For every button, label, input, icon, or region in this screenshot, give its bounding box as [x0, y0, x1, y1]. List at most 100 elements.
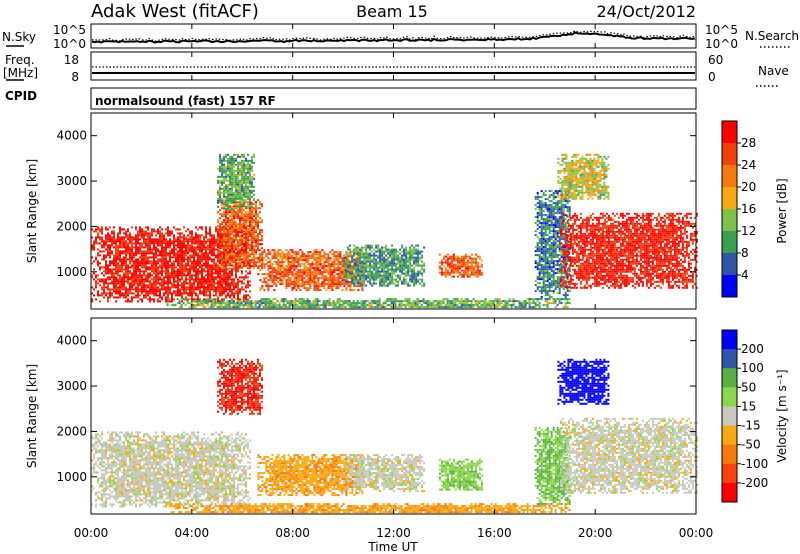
colorbar-swatch [722, 121, 737, 144]
colorbar-swatch [722, 444, 737, 465]
freq-tick-bottom: 8 [71, 70, 79, 84]
date-title: 24/Oct/2012 [596, 2, 696, 21]
colorbar-swatch [722, 143, 737, 166]
y-tick-label: 3000 [56, 174, 87, 188]
scatter-region [343, 454, 426, 493]
colorbar-swatch [722, 463, 737, 484]
power-y-ticks: 1000 2000 3000 4000 [56, 129, 696, 279]
y-tick-label: 1000 [56, 470, 87, 484]
freq-tick-top: 18 [64, 53, 79, 67]
nsearch-label: N.Search [745, 29, 799, 43]
colorbar-tick-label: -200 [741, 476, 768, 490]
colorbar-tick-label: 4 [741, 268, 749, 282]
scatter-region [217, 358, 263, 415]
y-tick-label: 4000 [56, 129, 87, 143]
x-tick-label: 16:00 [477, 526, 512, 540]
colorbar-swatch [722, 425, 737, 446]
colorbar-swatch [722, 368, 737, 388]
y-tick-label: 3000 [56, 379, 87, 393]
scatter-region [557, 358, 610, 405]
scatter-region [438, 458, 483, 491]
velocity-scatter-layer [91, 358, 698, 514]
y-tick-label: 2000 [56, 424, 87, 438]
y-tick-label: 4000 [56, 334, 87, 348]
scatter-region [559, 417, 698, 494]
colorbar-swatch [722, 275, 737, 298]
nsearch-tick-top: 10^5 [705, 23, 738, 37]
x-tick-label: 00:00 [74, 526, 109, 540]
x-tick-label: 12:00 [376, 526, 411, 540]
colorbar-swatch [722, 209, 737, 232]
freq-label: Freq. [5, 53, 35, 67]
nsearch-tick-bottom: 10^0 [705, 37, 738, 51]
colorbar-tick-label: 100 [741, 361, 764, 375]
colorbar-tick-label: 12 [741, 224, 756, 238]
nsky-tick-top: 10^5 [53, 23, 86, 37]
station-title: Adak West (fitACF) [91, 1, 259, 22]
scatter-region [166, 503, 571, 514]
colorbar-frame [721, 329, 738, 503]
power-colorbar-ticks: 4 8 12 16 20 24 28 [737, 136, 756, 282]
x-tick-label: 00:00 [679, 526, 714, 540]
colorbar-tick-label: 28 [741, 136, 756, 150]
colorbar-swatch [722, 387, 737, 407]
colorbar-tick-label: -15 [741, 419, 761, 433]
scatter-region [559, 212, 698, 289]
colorbar-swatch [722, 349, 737, 369]
nsky-tick-bottom: 10^0 [53, 37, 86, 51]
power-colorbar-label: Power [dB] [775, 178, 789, 243]
colorbar-tick-label: 15 [741, 399, 756, 413]
colorbar-tick-label: -100 [741, 457, 768, 471]
nsearch-series-line [91, 30, 696, 42]
power-ylabel: Slant Range [km] [25, 159, 39, 263]
nsky-label: N.Sky [2, 30, 36, 44]
velocity-colorbar [721, 329, 738, 503]
cpid-label: CPID [5, 89, 37, 103]
colorbar-swatch [722, 406, 737, 426]
scatter-region [217, 153, 255, 210]
nsky-series-line [91, 31, 696, 44]
scatter-region [534, 190, 571, 301]
time-axis-label: Time UT [367, 540, 418, 554]
nave-tick-top: 60 [708, 53, 723, 67]
y-tick-label: 1000 [56, 265, 87, 279]
colorbar-swatch [722, 253, 737, 276]
colorbar-swatch [722, 482, 737, 503]
x-tick-label: 08:00 [275, 526, 310, 540]
colorbar-tick-label: 8 [741, 246, 749, 260]
nave-label: Nave [758, 64, 789, 78]
x-tick-label: 04:00 [175, 526, 210, 540]
colorbar-tick-label: 50 [741, 380, 756, 394]
time-axis-ticks: 00:00 04:00 08:00 12:00 16:00 20:00 00:00 [74, 24, 714, 540]
power-colorbar [721, 120, 738, 298]
colorbar-tick-label: 24 [741, 158, 756, 172]
cpid-value: normalsound (fast) 157 RF [95, 94, 276, 108]
cpid-panel-frame [90, 87, 697, 110]
colorbar-swatch [722, 187, 737, 210]
velocity-ylabel: Slant Range [km] [25, 364, 39, 468]
power-scatter-layer [91, 153, 698, 309]
scatter-region [91, 226, 251, 303]
y-tick-label: 2000 [56, 219, 87, 233]
freq-unit: [MHz] [3, 66, 38, 80]
velocity-colorbar-label: Velocity [m s⁻¹] [775, 369, 789, 462]
colorbar-tick-label: -50 [741, 438, 761, 452]
scatter-region [534, 426, 571, 505]
colorbar-tick-label: 16 [741, 202, 756, 216]
beam-title: Beam 15 [356, 2, 428, 21]
colorbar-swatch [722, 165, 737, 188]
colorbar-tick-label: 200 [741, 342, 764, 356]
scatter-region [557, 153, 610, 200]
scatter-region [166, 298, 571, 309]
velocity-y-ticks: 1000 2000 3000 4000 [56, 334, 696, 484]
colorbar-swatch [722, 231, 737, 254]
scatter-region [343, 244, 426, 287]
scatter-region [438, 253, 483, 278]
scatter-region [217, 199, 263, 270]
nave-tick-bottom: 0 [708, 70, 716, 84]
velocity-colorbar-ticks: -200 -100 -50 -15 15 50 100 200 [737, 342, 768, 490]
scatter-region [91, 431, 251, 508]
colorbar-tick-label: 20 [741, 180, 756, 194]
colorbar-swatch [722, 330, 737, 350]
